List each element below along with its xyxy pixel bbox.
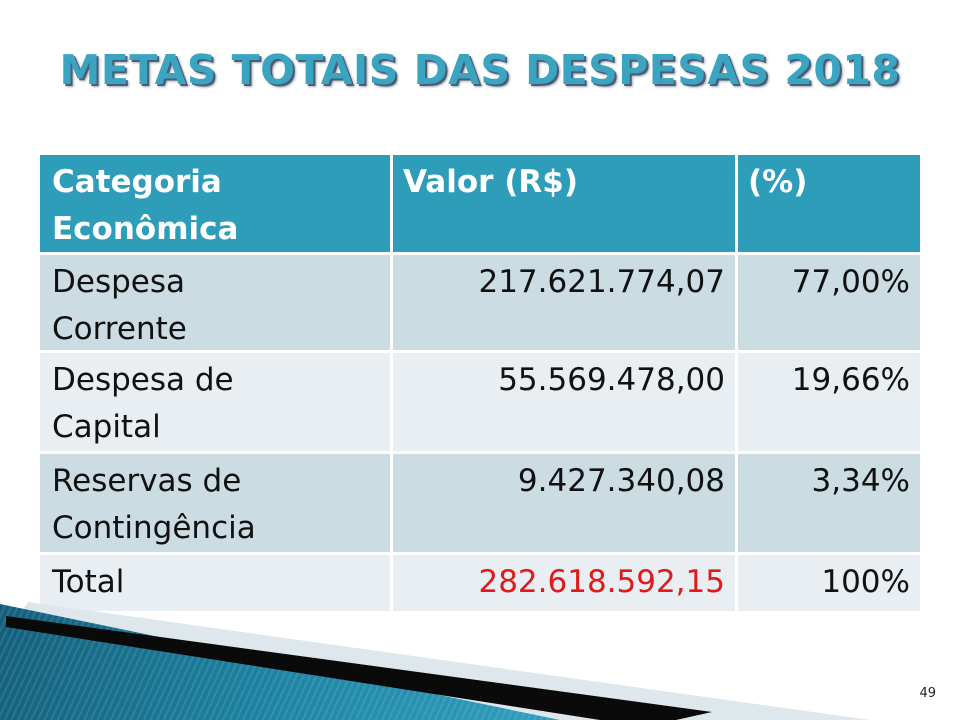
table-row-category: Despesa Corrente [40,255,390,350]
corner-teal-arrow-shape [0,604,560,720]
table-row-percent: 19,66% [738,353,920,451]
table-total-percent: 100% [738,555,920,611]
table-row-valor: 217.621.774,07 [393,255,735,350]
header-cell-categoria: Categoria Econômica [40,155,390,252]
table-row-category: Reservas de Contingência [40,454,390,552]
corner-decoration [0,600,900,720]
slide-title: METAS TOTAIS DAS DESPESAS 2018 [59,46,901,94]
table-total-label: Total [40,555,390,611]
table-total-valor: 282.618.592,15 [393,555,735,611]
header-cell-percent: (%) [738,155,920,252]
table-row-category: Despesa de Capital [40,353,390,451]
table-row-percent: 3,34% [738,454,920,552]
table-row-valor: 9.427.340,08 [393,454,735,552]
expenses-table: Categoria Econômica Valor (R$) (%) Despe… [40,155,920,611]
table-row-percent: 77,00% [738,255,920,350]
page-number: 49 [919,686,936,701]
corner-black-stripe-shape [6,616,712,720]
table-row-valor: 55.569.478,00 [393,353,735,451]
header-cell-valor: Valor (R$) [393,155,735,252]
corner-pale-wedge-shape [0,602,870,720]
